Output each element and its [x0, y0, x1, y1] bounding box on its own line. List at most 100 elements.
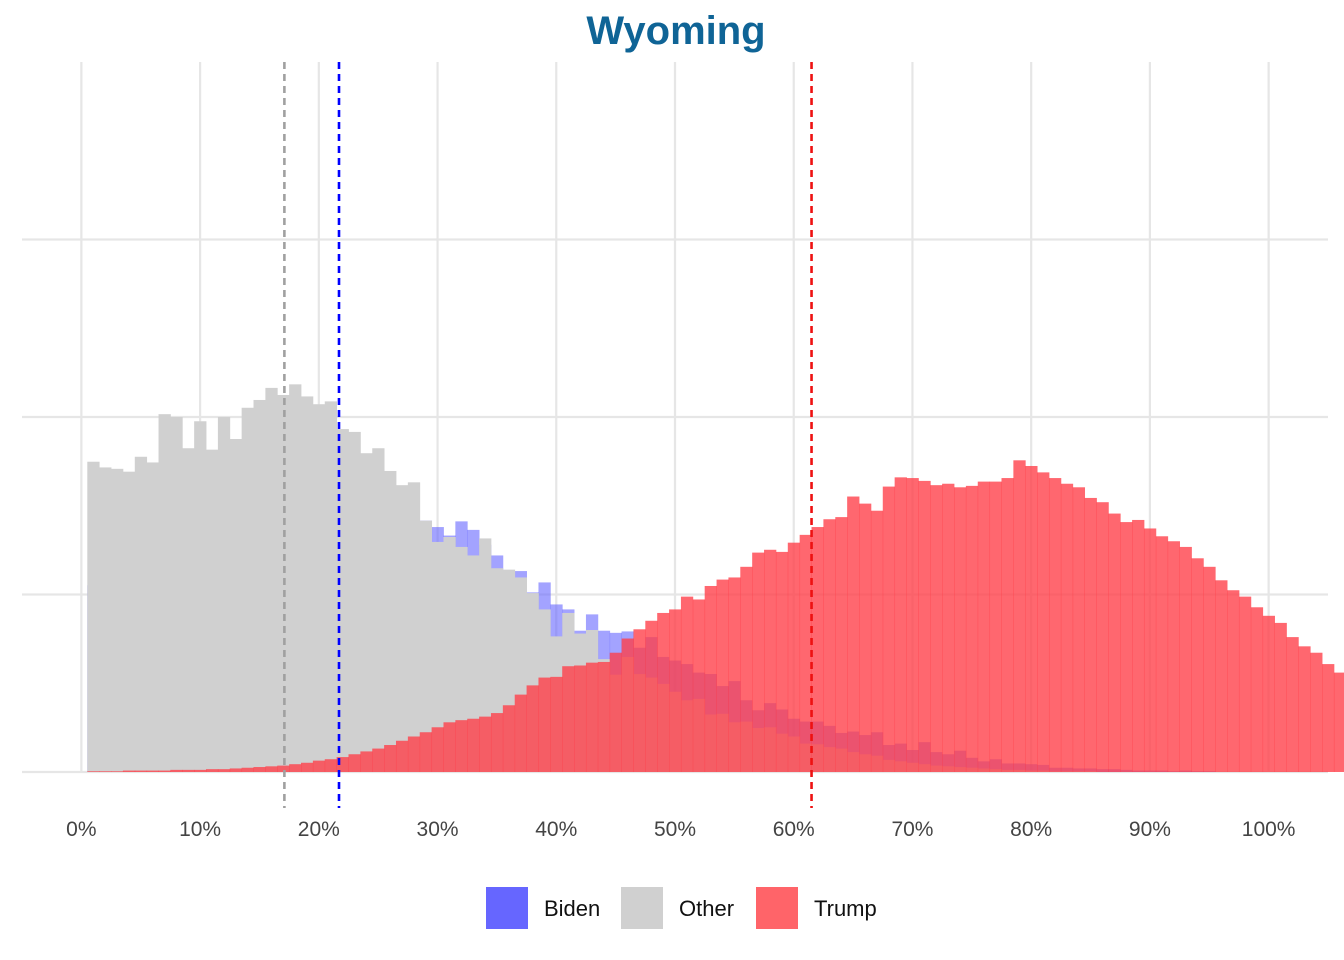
x-tick-label: 90% — [1129, 818, 1171, 841]
trump-bar — [443, 722, 456, 772]
other-bar — [407, 482, 421, 772]
other-bar — [99, 467, 112, 772]
trump-bar — [716, 579, 729, 772]
trump-bar — [609, 652, 622, 772]
trump-bar — [894, 477, 907, 772]
trump-bar — [550, 676, 563, 772]
trump-bar — [1167, 541, 1180, 772]
trump-bar — [1072, 487, 1086, 772]
x-tick-label: 10% — [179, 818, 221, 841]
x-tick-label: 100% — [1242, 818, 1296, 841]
trump-bar — [1238, 596, 1252, 772]
other-bar — [419, 520, 433, 772]
x-tick-label: 80% — [1010, 818, 1052, 841]
trump-bar — [1060, 483, 1074, 772]
trump-bar — [455, 720, 468, 772]
trump-bar — [989, 481, 1002, 772]
other-bar — [134, 456, 148, 772]
other-bar — [182, 448, 195, 772]
trump-bar — [1191, 558, 1204, 772]
trump-bar — [182, 769, 195, 772]
trump-bar — [728, 577, 741, 772]
trump-bar — [170, 769, 183, 772]
trump-bar — [1215, 580, 1228, 772]
trump-bar — [122, 770, 136, 772]
other-bar — [170, 417, 183, 772]
x-tick-label: 20% — [298, 818, 340, 841]
trump-bar — [1155, 536, 1169, 772]
other-bar — [384, 470, 397, 772]
trump-bar — [965, 485, 979, 772]
trump-bar — [158, 770, 171, 772]
legend-label: Other — [679, 896, 734, 921]
trump-bar — [906, 478, 919, 772]
trump-bar — [277, 765, 290, 772]
trump-bar — [324, 759, 338, 772]
trump-bar — [407, 736, 421, 772]
trump-bar — [835, 517, 848, 772]
trump-bar — [1310, 652, 1323, 772]
trump-bar — [467, 718, 480, 772]
trump-bar — [787, 542, 801, 772]
other-bar — [372, 448, 385, 772]
trump-bar — [134, 770, 148, 772]
other-bar — [360, 453, 373, 772]
trump-bar — [1286, 637, 1299, 772]
histogram-bars — [87, 384, 1344, 772]
other-bar — [395, 485, 409, 772]
trump-bar — [1262, 615, 1275, 772]
trump-bar — [479, 716, 492, 772]
trump-bar — [301, 762, 314, 772]
mean-lines — [283, 62, 813, 808]
x-tick-label: 60% — [773, 818, 815, 841]
trump-bar — [241, 767, 254, 772]
trump-bar — [597, 661, 611, 772]
x-tick-label: 30% — [417, 818, 459, 841]
other-bar — [158, 414, 171, 772]
trump-bar — [645, 620, 658, 772]
x-axis-tick-labels: 0% 10% 20% 30% 40% 50% 60% 70% 80% 90% 100% — [66, 818, 1295, 841]
trump-bar — [752, 552, 765, 772]
trump-bar — [859, 503, 872, 772]
trump-bar — [1322, 664, 1335, 772]
trump-bar — [1143, 528, 1157, 772]
trump-bar — [99, 771, 112, 772]
other-bar — [312, 404, 326, 772]
other-bar — [206, 449, 219, 772]
trump-bar — [1179, 546, 1192, 772]
x-tick-label: 0% — [66, 818, 96, 841]
other-bar — [443, 536, 456, 772]
trump-bar — [740, 566, 753, 772]
trump-bar — [265, 766, 278, 772]
trump-bar — [977, 481, 991, 772]
trump-bar — [538, 677, 551, 772]
legend-label: Biden — [544, 896, 600, 921]
trump-bar — [930, 485, 943, 772]
other-bar — [111, 468, 124, 772]
trump-bar — [918, 480, 931, 772]
trump-bar — [348, 754, 361, 772]
other-bar — [431, 541, 444, 772]
trump-bar — [289, 764, 302, 772]
trump-bar — [502, 705, 516, 772]
trump-bar — [680, 596, 694, 772]
trump-bar — [1048, 478, 1062, 772]
series-trump — [87, 460, 1344, 772]
trump-bar — [764, 549, 777, 772]
trump-bar — [87, 771, 100, 772]
trump-bar — [431, 727, 444, 772]
trump-bar — [384, 745, 397, 772]
trump-bar — [1025, 465, 1038, 772]
trump-bar — [775, 551, 789, 772]
trump-bar — [1084, 497, 1097, 772]
legend-item-other: Other — [621, 887, 734, 929]
other-bar — [467, 555, 480, 772]
trump-bar — [1037, 472, 1050, 772]
trump-bar — [1227, 590, 1240, 772]
trump-bar — [146, 770, 159, 772]
other-bar — [289, 384, 302, 772]
trump-bar — [585, 662, 599, 772]
other-bar — [229, 439, 243, 772]
trump-bar — [490, 713, 504, 772]
